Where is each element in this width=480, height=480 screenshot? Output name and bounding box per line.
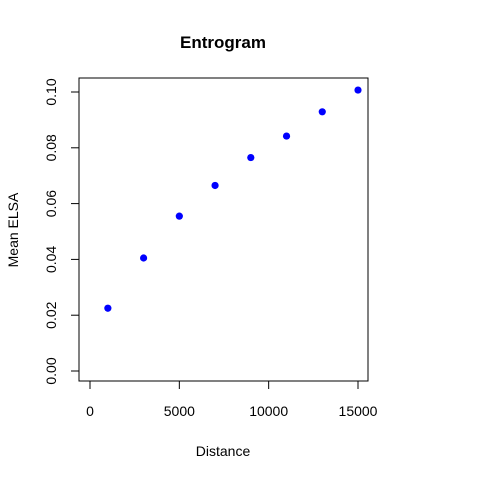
x-axis: 0 5000 10000 15000 [86,380,378,419]
x-tick-label: 0 [86,403,94,419]
data-point [140,254,148,262]
y-tick-label: 0.04 [43,246,59,273]
data-point [175,212,183,220]
data-point [211,181,219,190]
y-tick-label: 0.00 [43,357,59,384]
y-axis: 0.00 0.02 0.04 0.06 0.08 0.10 [43,78,80,385]
x-tick-label: 10000 [249,403,288,419]
y-tick-label: 0.10 [43,78,59,105]
y-tick-label: 0.02 [43,301,59,328]
x-tick-label: 15000 [339,403,378,419]
data-point [247,153,255,162]
data-point [104,304,112,312]
plot-frame [78,77,369,382]
data-points [104,86,362,312]
x-axis-label: Distance [196,443,251,459]
x-tick-label: 5000 [164,403,195,419]
data-point [282,132,291,140]
y-axis-label: Mean ELSA [5,192,21,267]
chart-title: Entrogram [180,33,266,52]
data-point [354,86,362,94]
y-tick-label: 0.08 [43,134,59,161]
data-point [318,108,326,116]
y-tick-label: 0.06 [43,190,59,217]
